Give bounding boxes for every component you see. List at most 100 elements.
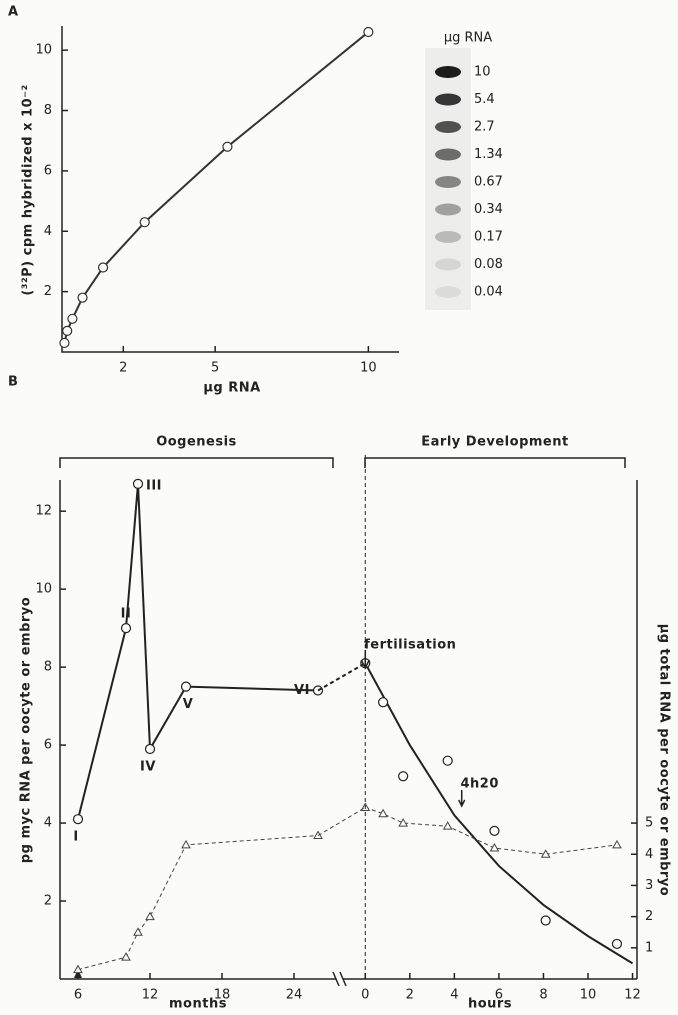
y-tick-label: 4 bbox=[44, 816, 52, 831]
y2-tick-label: 2 bbox=[645, 909, 653, 924]
y2-tick-label: 3 bbox=[645, 878, 653, 893]
bridge-line bbox=[318, 663, 365, 690]
x-tick-label: 12 bbox=[624, 988, 641, 1003]
blot-band bbox=[435, 66, 461, 78]
blot-band bbox=[435, 286, 461, 298]
annotation-arrow bbox=[459, 790, 465, 806]
x-tick-label: 6 bbox=[74, 988, 82, 1003]
blot-label: 1.34 bbox=[474, 147, 503, 162]
data-point bbox=[60, 338, 69, 347]
data-point bbox=[444, 822, 452, 829]
data-point bbox=[78, 293, 87, 302]
x-tick-label: 4 bbox=[450, 988, 458, 1003]
point-label: III bbox=[146, 478, 162, 493]
annotation: fertilisation bbox=[364, 638, 456, 653]
y-tick-label: 8 bbox=[44, 660, 52, 675]
y-tick-label: 8 bbox=[44, 103, 52, 118]
data-line bbox=[78, 484, 318, 819]
y2-tick-label: 5 bbox=[645, 816, 653, 831]
point-label: V bbox=[183, 697, 194, 712]
x-tick-label: 0 bbox=[361, 988, 369, 1003]
bracket-label: Early Development bbox=[421, 435, 568, 450]
blot-label: 10 bbox=[474, 65, 491, 80]
data-point bbox=[490, 826, 499, 835]
y-axis-label: pg myc RNA per oocyte or embryo bbox=[19, 597, 34, 863]
y-tick-label: 4 bbox=[44, 224, 52, 239]
data-line bbox=[64, 32, 368, 343]
point-label: VI bbox=[294, 683, 310, 698]
y-tick-label: 6 bbox=[44, 738, 52, 753]
data-point bbox=[443, 756, 452, 765]
blot-band bbox=[435, 121, 461, 133]
blot-band bbox=[435, 149, 461, 161]
x-axis-label: μg RNA bbox=[203, 381, 260, 396]
blot-label: 0.34 bbox=[474, 202, 503, 217]
bridge-line bbox=[318, 807, 365, 835]
bracket bbox=[60, 458, 333, 468]
blot-label: 0.17 bbox=[474, 230, 503, 245]
data-point bbox=[122, 953, 130, 960]
data-line bbox=[365, 663, 632, 963]
x-tick-label: 12 bbox=[142, 988, 159, 1003]
data-point bbox=[146, 913, 154, 920]
blot-label: 0.67 bbox=[474, 175, 503, 190]
data-point bbox=[223, 142, 232, 151]
data-point bbox=[399, 772, 408, 781]
blot-band bbox=[435, 231, 461, 243]
x-axis-label: hours bbox=[468, 997, 512, 1012]
data-point bbox=[63, 326, 72, 335]
bracket-label: Oogenesis bbox=[156, 435, 237, 450]
data-point bbox=[379, 698, 388, 707]
data-point bbox=[490, 844, 498, 851]
data-point bbox=[541, 916, 550, 925]
data-point bbox=[182, 841, 190, 848]
data-point bbox=[140, 218, 149, 227]
x-tick-label: 5 bbox=[211, 361, 219, 376]
blot-label: 0.08 bbox=[474, 257, 503, 272]
y-tick-label: 10 bbox=[35, 582, 52, 597]
blot-band bbox=[435, 176, 461, 188]
blot-band bbox=[435, 259, 461, 271]
data-point bbox=[134, 479, 143, 488]
blot-title: μg RNA bbox=[444, 31, 492, 46]
point-label: I bbox=[73, 830, 78, 845]
x-tick-label: 2 bbox=[406, 988, 414, 1003]
data-point bbox=[74, 815, 83, 824]
x-tick-label: 24 bbox=[286, 988, 303, 1003]
x-tick-label: 10 bbox=[580, 988, 597, 1003]
panel-label: B bbox=[8, 375, 18, 390]
blot-band bbox=[435, 94, 461, 106]
data-point bbox=[134, 928, 142, 935]
data-point bbox=[613, 841, 621, 848]
data-point bbox=[146, 744, 155, 753]
point-label: IV bbox=[140, 759, 156, 774]
y-tick-label: 2 bbox=[44, 284, 52, 299]
x-tick-label: 10 bbox=[360, 361, 377, 376]
point-label: II bbox=[121, 607, 132, 622]
panel-label: A bbox=[8, 5, 19, 20]
data-point bbox=[399, 819, 407, 826]
data-point bbox=[182, 682, 191, 691]
data-point bbox=[99, 263, 108, 272]
blot-label: 2.7 bbox=[474, 120, 495, 135]
figure: A B 2468102510μg RNA(³²P) cpm hybridized… bbox=[0, 0, 678, 1015]
data-point bbox=[364, 28, 373, 37]
x-tick-label: 2 bbox=[119, 361, 127, 376]
data-point bbox=[122, 624, 131, 633]
y2-axis-label: μg total RNA per oocyte or embryo bbox=[657, 624, 672, 897]
y-axis-label: (³²P) cpm hybridized x 10⁻² bbox=[21, 84, 36, 295]
y2-tick-label: 4 bbox=[645, 847, 653, 862]
blot-label: 0.04 bbox=[474, 285, 503, 300]
x-axis-label: months bbox=[169, 997, 227, 1012]
y2-tick-label: 1 bbox=[645, 940, 653, 955]
axis-line bbox=[62, 26, 399, 352]
blot-label: 5.4 bbox=[474, 92, 495, 107]
data-line bbox=[78, 836, 318, 970]
bracket bbox=[365, 458, 625, 468]
y-tick-label: 2 bbox=[44, 894, 52, 909]
x-tick-label: 8 bbox=[539, 988, 547, 1003]
data-point bbox=[68, 314, 77, 323]
y-tick-label: 6 bbox=[44, 163, 52, 178]
y-tick-label: 12 bbox=[35, 504, 52, 519]
blot-band bbox=[435, 204, 461, 216]
